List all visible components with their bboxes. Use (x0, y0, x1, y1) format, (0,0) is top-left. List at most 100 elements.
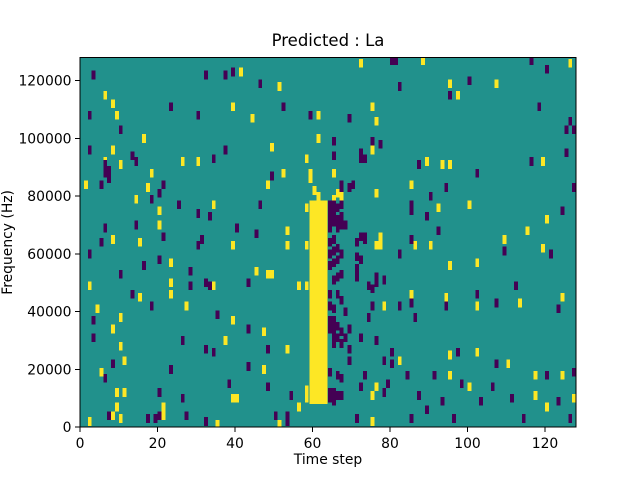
y-tick-label: 40000 (27, 305, 71, 321)
cell-low (91, 70, 96, 80)
cell-low (382, 275, 387, 285)
cell-low (347, 113, 352, 123)
cell-high (533, 391, 538, 400)
x-tick-label: 80 (381, 436, 399, 452)
cell-low (370, 301, 375, 311)
cell-low (545, 64, 549, 74)
y-axis-label: Frequency (Hz) (0, 190, 16, 295)
x-tick-label: 20 (149, 436, 167, 452)
cell-high (122, 356, 127, 366)
cell-low (382, 388, 387, 397)
cell-high (560, 370, 565, 380)
cell-high (157, 206, 162, 215)
cell-low (246, 324, 251, 334)
cell-low (273, 411, 278, 420)
cell-low (556, 396, 561, 406)
cell-low (157, 255, 162, 265)
cell-low (107, 411, 111, 420)
cell-low (335, 243, 340, 253)
cell-low (355, 414, 359, 423)
cell-high (304, 154, 309, 163)
cell-low (335, 370, 340, 380)
cell-low (467, 76, 472, 86)
cell-low (343, 220, 348, 230)
cell-high (277, 82, 282, 91)
cell-low (308, 111, 313, 120)
cell-low (331, 388, 336, 397)
cell-low (452, 414, 456, 423)
cell-low (397, 249, 402, 259)
cell-low (211, 347, 216, 357)
cell-high (448, 370, 452, 380)
x-tick-label: 120 (532, 436, 559, 452)
cell-high (180, 157, 185, 166)
cell-high (359, 59, 363, 68)
cell-low (537, 102, 542, 112)
cell-low (188, 266, 193, 276)
cell-low (153, 414, 158, 423)
cell-low (490, 382, 495, 392)
cell-low (157, 388, 162, 397)
cell-low (180, 336, 185, 345)
cell-high (448, 160, 452, 169)
cell-low (204, 70, 208, 80)
cell-high (238, 67, 243, 77)
cell-low (359, 382, 363, 392)
cell-low (335, 272, 340, 282)
x-tick-label: 40 (226, 436, 244, 452)
cell-low (331, 246, 336, 256)
cell-high (118, 313, 123, 322)
cell-low (87, 111, 92, 120)
cell-low (328, 316, 332, 325)
cell-low (339, 220, 344, 230)
cell-high (506, 359, 511, 369)
cell-low (328, 249, 332, 259)
cell-high (111, 145, 115, 155)
cell-low (246, 362, 251, 371)
cell-low (390, 359, 394, 369)
cell-low (331, 396, 336, 406)
cell-low (331, 275, 336, 285)
cell-low (359, 333, 363, 343)
cell-low (409, 206, 414, 215)
cell-high (138, 238, 142, 247)
cell-low (347, 356, 352, 366)
band-high (309, 200, 328, 405)
cell-low (351, 180, 356, 189)
cell-high (494, 79, 499, 88)
cell-low (572, 183, 576, 192)
cell-low (343, 307, 348, 317)
cell-low (374, 278, 379, 288)
cell-low (227, 379, 232, 389)
cell-low (223, 70, 228, 80)
cell-low (370, 137, 375, 146)
cell-high (169, 290, 173, 299)
cell-low (231, 67, 235, 77)
cell-high (285, 344, 290, 354)
cell-low (130, 151, 135, 161)
cell-low (339, 327, 344, 337)
cell-low (130, 290, 135, 299)
cell-low (529, 57, 534, 65)
cell-high (231, 240, 235, 250)
cell-low (134, 220, 139, 230)
cell-high (370, 417, 375, 426)
cell-low (328, 290, 332, 299)
cell-low (355, 238, 359, 247)
cell-high (409, 180, 414, 189)
cell-low (87, 145, 92, 155)
cell-low (107, 165, 111, 175)
cell-low (281, 102, 286, 112)
cell-low (328, 393, 332, 403)
cell-high (533, 370, 538, 380)
cell-high (517, 298, 522, 308)
cell-low (494, 298, 499, 308)
cell-low (149, 194, 154, 204)
cell-high (331, 194, 336, 204)
x-tick-label: 0 (76, 436, 85, 452)
plot-border (79, 57, 577, 428)
cell-low (556, 304, 561, 314)
cell-high (277, 419, 282, 428)
cell-high (196, 157, 201, 166)
